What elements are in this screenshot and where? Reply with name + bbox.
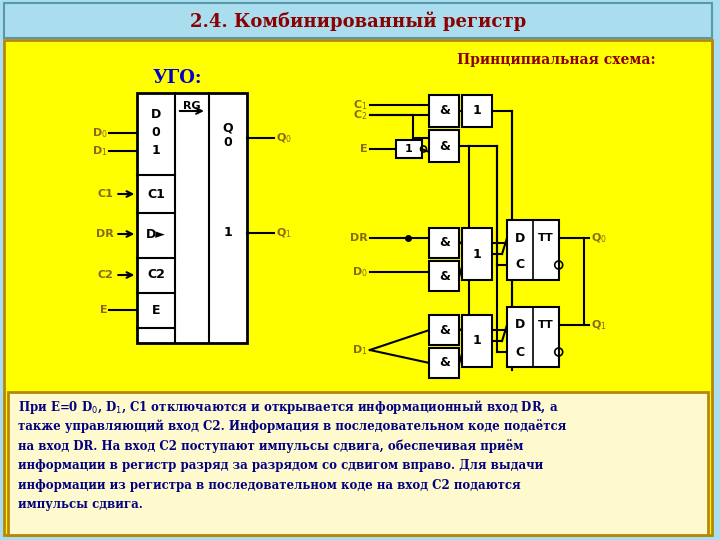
Text: &: & bbox=[439, 139, 450, 152]
Bar bbox=[429, 95, 459, 127]
Text: C1: C1 bbox=[97, 189, 113, 199]
Text: 1: 1 bbox=[152, 145, 161, 158]
Bar bbox=[8, 392, 708, 535]
Text: Принципиальная схема:: Принципиальная схема: bbox=[457, 53, 656, 67]
Text: E: E bbox=[360, 144, 368, 154]
Text: C2: C2 bbox=[97, 270, 113, 280]
Text: C2: C2 bbox=[147, 268, 165, 281]
Text: 1: 1 bbox=[223, 226, 232, 240]
Text: &: & bbox=[439, 237, 450, 249]
Bar bbox=[429, 130, 459, 162]
Text: E: E bbox=[100, 305, 107, 315]
Text: &: & bbox=[439, 105, 450, 118]
Text: D$_0$: D$_0$ bbox=[352, 265, 368, 279]
Text: 2.4. Комбинированный регистр: 2.4. Комбинированный регистр bbox=[190, 11, 526, 31]
Text: Q$_0$: Q$_0$ bbox=[276, 131, 292, 145]
Text: Q$_1$: Q$_1$ bbox=[590, 318, 606, 332]
Text: D: D bbox=[515, 232, 525, 245]
Text: RG: RG bbox=[183, 101, 201, 111]
Text: импульсы сдвига.: импульсы сдвига. bbox=[18, 498, 143, 511]
Text: &: & bbox=[439, 323, 450, 336]
Bar bbox=[4, 3, 712, 38]
Bar bbox=[138, 93, 246, 343]
Text: &: & bbox=[439, 356, 450, 369]
Text: 1: 1 bbox=[473, 105, 482, 118]
Text: C1: C1 bbox=[147, 187, 165, 200]
Text: C: C bbox=[516, 259, 524, 272]
Bar bbox=[429, 348, 459, 378]
Bar bbox=[429, 315, 459, 345]
Text: При E=0 D$_0$, D$_1$, C1 отключаются и открывается информационный вход DR, а: При E=0 D$_0$, D$_1$, C1 отключаются и о… bbox=[18, 398, 559, 416]
Text: TT: TT bbox=[538, 320, 554, 330]
Text: УГО:: УГО: bbox=[152, 69, 202, 87]
Bar bbox=[396, 140, 421, 158]
Text: также управляющий вход C2. Информация в последовательном коде подаётся: также управляющий вход C2. Информация в … bbox=[18, 420, 566, 434]
Text: C$_2$: C$_2$ bbox=[354, 108, 368, 122]
Text: на вход DR. На вход C2 поступают импульсы сдвига, обеспечивая приём: на вход DR. На вход C2 поступают импульс… bbox=[18, 439, 523, 453]
Text: 1: 1 bbox=[405, 144, 413, 154]
Bar bbox=[462, 315, 492, 367]
Bar bbox=[429, 261, 459, 291]
Text: DR: DR bbox=[350, 233, 368, 243]
Text: D►: D► bbox=[146, 227, 166, 240]
Text: C$_1$: C$_1$ bbox=[354, 98, 368, 112]
Text: Q$_0$: Q$_0$ bbox=[590, 231, 606, 245]
Text: D: D bbox=[151, 109, 161, 122]
Bar bbox=[429, 228, 459, 258]
Text: DR: DR bbox=[96, 229, 113, 239]
Text: Q$_1$: Q$_1$ bbox=[276, 226, 292, 240]
Text: E: E bbox=[152, 303, 161, 316]
Text: &: & bbox=[439, 269, 450, 282]
Text: TT: TT bbox=[538, 233, 554, 243]
Text: 1: 1 bbox=[473, 247, 482, 260]
Bar bbox=[462, 95, 492, 127]
Text: 0: 0 bbox=[223, 137, 232, 150]
Text: D$_1$: D$_1$ bbox=[352, 343, 368, 357]
Text: Q: Q bbox=[222, 122, 233, 134]
Text: C: C bbox=[516, 346, 524, 359]
Text: D$_1$: D$_1$ bbox=[91, 144, 107, 158]
Text: 1: 1 bbox=[473, 334, 482, 348]
Text: D$_0$: D$_0$ bbox=[91, 126, 107, 140]
Text: 0: 0 bbox=[152, 126, 161, 139]
Text: информации в регистр разряд за разрядом со сдвигом вправо. Для выдачи: информации в регистр разряд за разрядом … bbox=[18, 459, 543, 472]
Text: D: D bbox=[515, 319, 525, 332]
Bar bbox=[462, 228, 492, 280]
Bar bbox=[507, 220, 559, 280]
Text: информации из регистра в последовательном коде на вход C2 подаются: информации из регистра в последовательно… bbox=[18, 478, 521, 491]
Bar bbox=[507, 307, 559, 367]
